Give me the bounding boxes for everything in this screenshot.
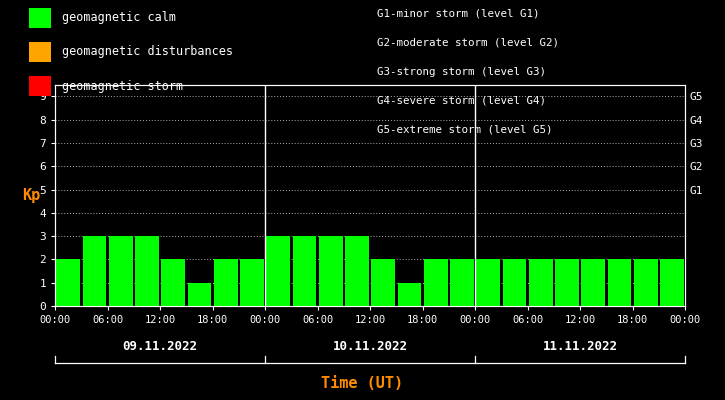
Bar	[634, 260, 658, 306]
Bar	[660, 260, 684, 306]
Bar	[371, 260, 395, 306]
Bar	[162, 260, 185, 306]
Text: G3-strong storm (level G3): G3-strong storm (level G3)	[377, 67, 546, 77]
Y-axis label: Kp: Kp	[22, 188, 40, 203]
Bar	[502, 260, 526, 306]
Bar	[135, 236, 159, 306]
Bar	[83, 236, 107, 306]
Text: G1-minor storm (level G1): G1-minor storm (level G1)	[377, 9, 539, 19]
Text: geomagnetic disturbances: geomagnetic disturbances	[62, 46, 233, 58]
Text: 11.11.2022: 11.11.2022	[542, 340, 618, 352]
Bar	[608, 260, 631, 306]
Bar	[581, 260, 605, 306]
Bar	[476, 260, 500, 306]
Text: G2-moderate storm (level G2): G2-moderate storm (level G2)	[377, 38, 559, 48]
Bar	[214, 260, 238, 306]
Text: geomagnetic calm: geomagnetic calm	[62, 12, 175, 24]
Bar	[293, 236, 316, 306]
Text: 09.11.2022: 09.11.2022	[123, 340, 198, 352]
Bar	[424, 260, 447, 306]
Text: Time (UT): Time (UT)	[321, 376, 404, 391]
Bar	[109, 236, 133, 306]
Text: geomagnetic storm: geomagnetic storm	[62, 80, 183, 92]
Bar	[319, 236, 342, 306]
Text: G4-severe storm (level G4): G4-severe storm (level G4)	[377, 95, 546, 105]
Bar	[450, 260, 474, 306]
Bar	[240, 260, 264, 306]
Bar	[345, 236, 369, 306]
Bar	[555, 260, 579, 306]
Bar	[398, 283, 421, 306]
Text: 10.11.2022: 10.11.2022	[333, 340, 407, 352]
Bar	[57, 260, 80, 306]
Text: G5-extreme storm (level G5): G5-extreme storm (level G5)	[377, 124, 552, 134]
Bar	[188, 283, 211, 306]
Bar	[266, 236, 290, 306]
Bar	[529, 260, 552, 306]
